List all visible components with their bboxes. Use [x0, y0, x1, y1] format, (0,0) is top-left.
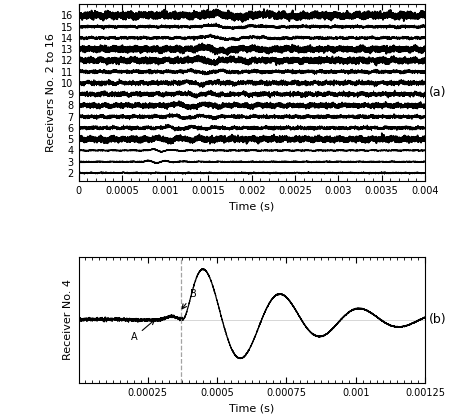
X-axis label: Time (s): Time (s)	[229, 201, 274, 211]
Text: (b): (b)	[429, 313, 446, 326]
Text: A: A	[131, 320, 154, 342]
Text: (a): (a)	[429, 86, 446, 99]
Y-axis label: Receiver No. 4: Receiver No. 4	[63, 279, 73, 360]
Y-axis label: Receivers No. 2 to 16: Receivers No. 2 to 16	[46, 33, 56, 152]
X-axis label: Time (s): Time (s)	[229, 403, 274, 413]
Text: B: B	[182, 289, 197, 309]
